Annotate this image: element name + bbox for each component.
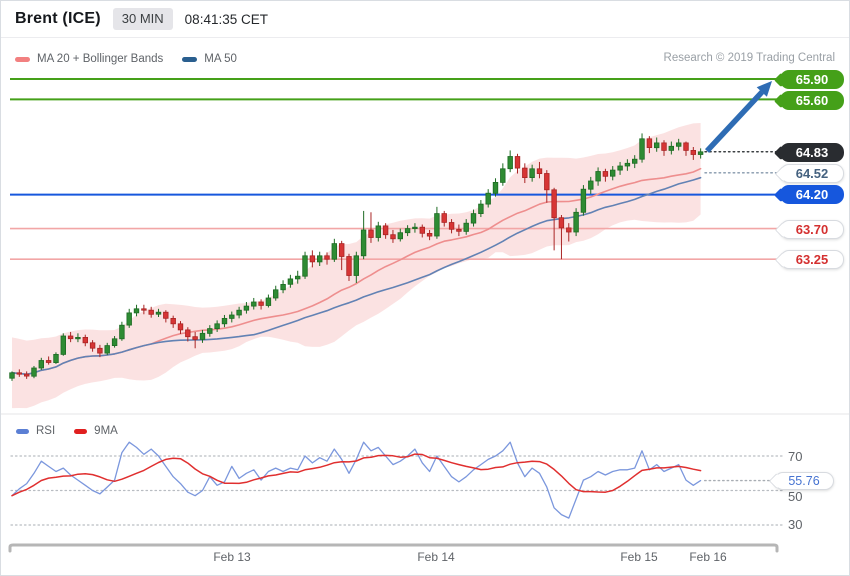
rsi-panel-legend: RSI 9MA <box>16 425 130 437</box>
ma20-bollinger-swatch-icon <box>15 56 30 62</box>
chart-timestamp: 08:41:35 CET <box>184 11 268 27</box>
x-axis-date-feb-14: Feb 14 <box>417 550 455 564</box>
ma50-swatch-icon <box>182 56 198 62</box>
ma50-value-tag: 64.52 <box>780 164 844 183</box>
resistance-tag-65-90: 65.90 <box>780 70 844 89</box>
rsi-9ma-swatch-icon <box>74 428 88 434</box>
x-axis-date-feb-16: Feb 16 <box>689 550 727 564</box>
x-axis-date-feb-15: Feb 15 <box>620 550 658 564</box>
rsi-tick-50: 50 <box>788 489 803 504</box>
rsi-tick-70: 70 <box>788 449 803 464</box>
last-price-tag: 64.83 <box>780 143 844 162</box>
instrument-title: Brent (ICE) <box>15 10 101 27</box>
research-copyright-note: Research © 2019 Trading Central <box>663 52 835 64</box>
rsi-current-value-tag: 55.76 <box>774 472 834 490</box>
rsi-legend-label: RSI <box>36 425 56 437</box>
timeframe-badge[interactable]: 30 MIN <box>112 8 173 30</box>
rsi-swatch-icon <box>16 428 29 434</box>
support-tag-63-25: 63.25 <box>780 250 844 269</box>
pivot-tag-64-20: 64.20 <box>780 185 844 204</box>
resistance-tag-65-60: 65.60 <box>780 91 844 110</box>
support-tag-63-70: 63.70 <box>780 220 844 239</box>
x-axis-scrollbar[interactable] <box>1 541 850 555</box>
x-axis-date-feb-13: Feb 13 <box>213 550 251 564</box>
rsi-tick-30: 30 <box>788 517 803 532</box>
rsi-9ma-legend-label: 9MA <box>94 425 118 437</box>
ma20-bollinger-legend-label: MA 20 + Bollinger Bands <box>37 53 164 65</box>
ma50-legend-label: MA 50 <box>204 53 237 65</box>
chart-header: Brent (ICE) 30 MIN 08:41:35 CET <box>1 1 849 38</box>
price-chart-legend: MA 20 + Bollinger Bands MA 50 <box>15 53 249 65</box>
